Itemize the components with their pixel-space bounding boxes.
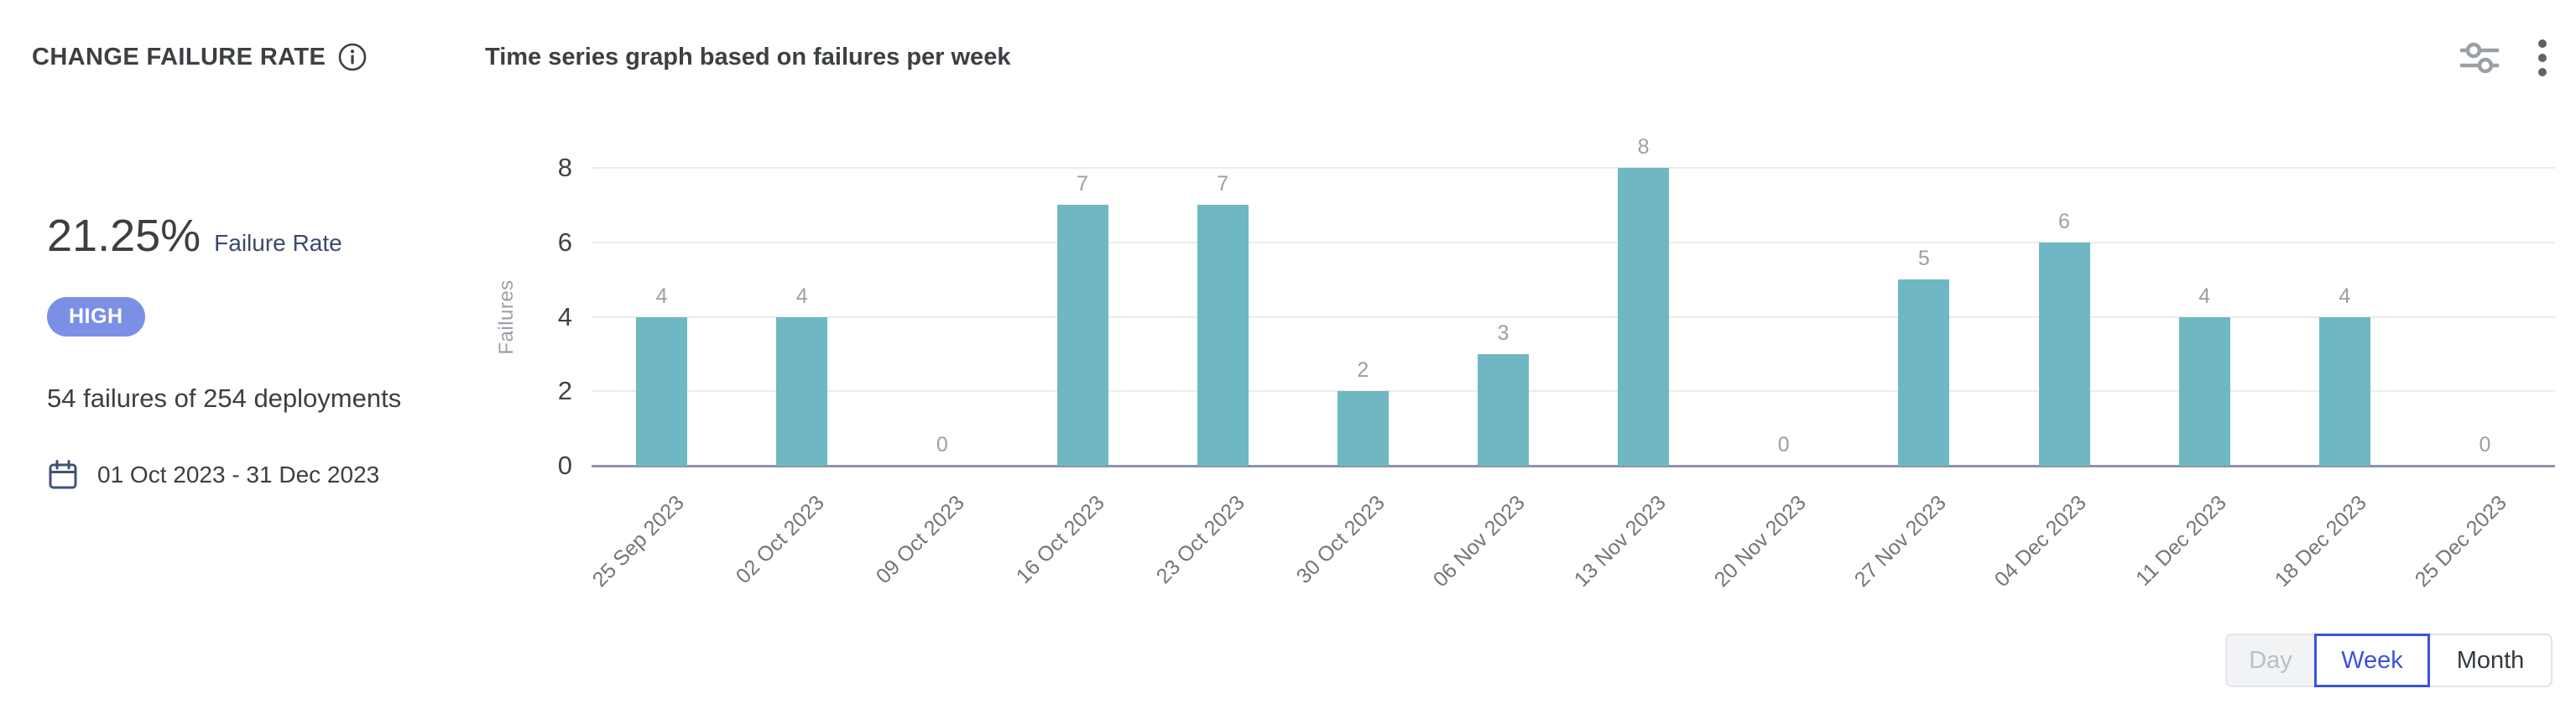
x-axis-label: 20 Nov 2023 [1709, 491, 1811, 592]
severity-badge: HIGH [47, 297, 145, 337]
date-range-row[interactable]: 01 Oct 2023 - 31 Dec 2023 [47, 459, 467, 491]
bar-value-label: 3 [1497, 321, 1510, 345]
bar-value-label: 4 [795, 284, 808, 308]
bar-23-Oct-2023[interactable] [1197, 205, 1249, 466]
widget-title: CHANGE FAILURE RATE [32, 43, 326, 70]
chart-settings-button[interactable] [2455, 35, 2504, 81]
bar-11-Dec-2023[interactable] [2178, 316, 2230, 466]
x-axis-label: 16 Oct 2023 [1011, 491, 1109, 589]
toggle-month-button[interactable]: Month [2428, 634, 2553, 687]
bar-value-label: 0 [936, 433, 948, 457]
failure-rate-row: 21.25% Failure Rate [47, 210, 467, 262]
calendar-icon [47, 459, 79, 491]
bar-value-label: 0 [1777, 433, 1790, 457]
bar-value-label: 0 [2479, 433, 2491, 457]
x-axis-label: 09 Oct 2023 [871, 491, 969, 589]
x-axis-label: 30 Oct 2023 [1291, 491, 1390, 589]
failure-rate-value: 21.25% [47, 211, 201, 261]
bar-value-label: 5 [1917, 247, 1930, 271]
x-axis-label: 23 Oct 2023 [1151, 491, 1249, 589]
x-axis-label: 11 Dec 2023 [2131, 491, 2231, 591]
bar-30-Oct-2023[interactable] [1337, 391, 1389, 466]
x-axis-label: 25 Sep 2023 [587, 491, 689, 592]
bar-27-Nov-2023[interactable] [1898, 279, 1950, 466]
x-axis-label: 27 Nov 2023 [1849, 491, 1951, 592]
bar-value-label: 7 [1217, 172, 1229, 196]
bar-value-label: 2 [1357, 358, 1369, 383]
toggle-week-button[interactable]: Week [2314, 634, 2430, 687]
date-range-value: 01 Oct 2023 - 31 Dec 2023 [97, 462, 380, 488]
granularity-toggle: Day Week Month [2225, 634, 2553, 687]
header-actions [2455, 34, 2553, 82]
more-options-button[interactable] [2532, 34, 2553, 82]
chart-title: Time series graph based on failures per … [485, 44, 1011, 70]
deployments-summary: 54 failures of 254 deployments [47, 383, 402, 413]
bar-value-label: 4 [2198, 284, 2211, 308]
bar-02-Oct-2023[interactable] [776, 316, 828, 466]
x-axis-label: 04 Dec 2023 [1989, 491, 2091, 592]
bar-25-Sep-2023[interactable] [636, 316, 688, 466]
x-axis-label: 02 Oct 2023 [731, 491, 829, 589]
x-axis-label: 25 Dec 2023 [2411, 491, 2512, 592]
y-tick-label-0: 0 [557, 451, 572, 480]
failure-rate-label: Failure Rate [214, 230, 342, 256]
y-tick-label-4: 4 [557, 301, 572, 331]
bar-13-Nov-2023[interactable] [1618, 168, 1670, 466]
plot-area: 0 2 4 6 8 4 25 Sep 2023 4 02 Oct 2023 0 09 Oct 202… [558, 135, 2555, 592]
x-axis-baseline [592, 464, 2555, 467]
gridline-8 [592, 167, 2555, 169]
x-axis-label: 06 Nov 2023 [1429, 491, 1530, 592]
x-axis-label: 13 Nov 2023 [1569, 491, 1671, 592]
y-tick-label-6: 6 [557, 227, 572, 257]
gridline-6 [592, 241, 2555, 243]
bar-18-Dec-2023[interactable] [2318, 316, 2370, 466]
bar-value-label: 4 [2339, 284, 2351, 308]
gridline-4 [592, 316, 2555, 318]
kebab-menu-icon [2537, 39, 2547, 77]
x-axis-label: 18 Dec 2023 [2271, 491, 2372, 592]
bar-value-label: 6 [2058, 209, 2070, 233]
sliders-icon [2460, 40, 2499, 76]
bar-04-Dec-2023[interactable] [2038, 242, 2090, 466]
y-tick-label-2: 2 [557, 376, 572, 406]
bar-16-Oct-2023[interactable] [1056, 205, 1108, 466]
bar-value-label: 8 [1637, 135, 1650, 159]
y-tick-label-8: 8 [557, 153, 572, 182]
gridline-2 [592, 390, 2555, 393]
bar-value-label: 7 [1077, 172, 1088, 196]
info-icon[interactable] [337, 42, 368, 72]
stats-panel: 21.25% Failure Rate HIGH 54 failures of … [47, 210, 467, 491]
toggle-day-button[interactable]: Day [2225, 634, 2316, 687]
bar-value-label: 4 [655, 284, 668, 308]
widget-header: CHANGE FAILURE RATE [32, 42, 368, 72]
bar-06-Nov-2023[interactable] [1477, 353, 1529, 466]
